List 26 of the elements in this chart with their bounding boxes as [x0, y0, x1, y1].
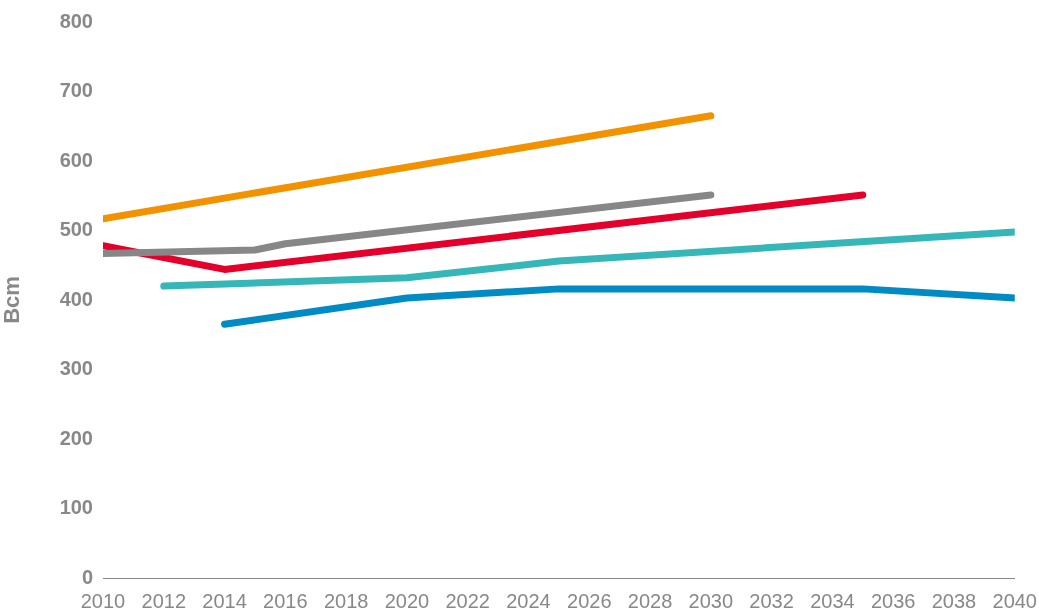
y-axis-title: Bcm	[0, 276, 25, 324]
x-tick-label: 2022	[445, 589, 490, 612]
x-tick-label: 2028	[627, 589, 673, 612]
x-tick-label: 2018	[323, 589, 369, 612]
y-tick-label: 0	[81, 565, 93, 588]
x-tick-label: 2016	[263, 589, 308, 612]
y-tick-label: 600	[59, 148, 93, 171]
x-tick-label: 2034	[810, 589, 855, 612]
y-tick-label: 200	[59, 426, 93, 449]
x-tick-label: 2024	[506, 589, 551, 612]
y-tick-label: 500	[59, 218, 93, 241]
y-tick-label: 700	[59, 79, 93, 102]
x-tick-label: 2026	[567, 589, 612, 612]
x-tick-label: 2012	[141, 589, 187, 612]
y-tick-label: 800	[59, 9, 93, 32]
x-tick-label: 2010	[80, 589, 126, 612]
x-tick-label: 2038	[931, 589, 977, 612]
x-tick-label: 2040	[992, 589, 1037, 612]
x-tick-label: 2014	[202, 589, 247, 612]
x-tick-label: 2036	[870, 589, 916, 612]
y-tick-label: 100	[59, 496, 93, 519]
x-tick-label: 2020	[384, 589, 430, 612]
y-tick-label: 300	[59, 357, 93, 380]
x-tick-label: 2030	[688, 589, 734, 612]
y-tick-label: 400	[59, 287, 93, 310]
x-tick-label: 2032	[749, 589, 794, 612]
